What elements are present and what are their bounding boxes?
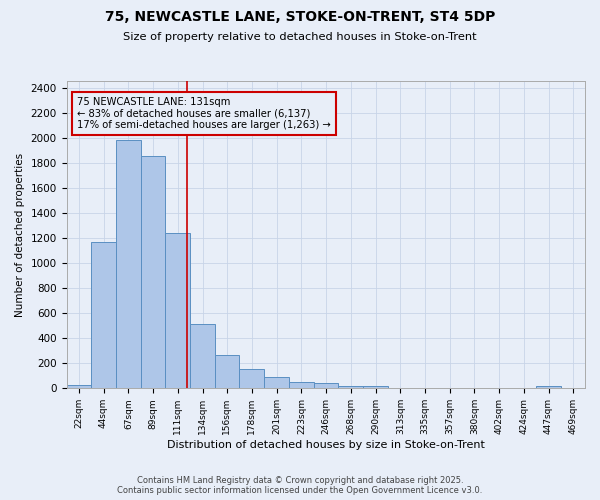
Bar — [536, 386, 560, 388]
X-axis label: Distribution of detached houses by size in Stoke-on-Trent: Distribution of detached houses by size … — [167, 440, 485, 450]
Bar — [265, 377, 289, 388]
Bar — [165, 233, 190, 388]
Text: Contains HM Land Registry data © Crown copyright and database right 2025.
Contai: Contains HM Land Registry data © Crown c… — [118, 476, 482, 495]
Y-axis label: Number of detached properties: Number of detached properties — [15, 153, 25, 317]
Bar — [338, 386, 363, 388]
Bar — [239, 369, 265, 388]
Bar — [190, 324, 215, 388]
Text: 75 NEWCASTLE LANE: 131sqm
← 83% of detached houses are smaller (6,137)
17% of se: 75 NEWCASTLE LANE: 131sqm ← 83% of detac… — [77, 97, 331, 130]
Bar — [289, 382, 314, 388]
Bar — [363, 386, 388, 388]
Text: Size of property relative to detached houses in Stoke-on-Trent: Size of property relative to detached ho… — [123, 32, 477, 42]
Bar — [314, 383, 338, 388]
Bar — [140, 156, 165, 388]
Text: 75, NEWCASTLE LANE, STOKE-ON-TRENT, ST4 5DP: 75, NEWCASTLE LANE, STOKE-ON-TRENT, ST4 … — [105, 10, 495, 24]
Bar — [116, 140, 140, 388]
Bar — [67, 385, 91, 388]
Bar — [91, 242, 116, 388]
Bar — [215, 354, 239, 388]
